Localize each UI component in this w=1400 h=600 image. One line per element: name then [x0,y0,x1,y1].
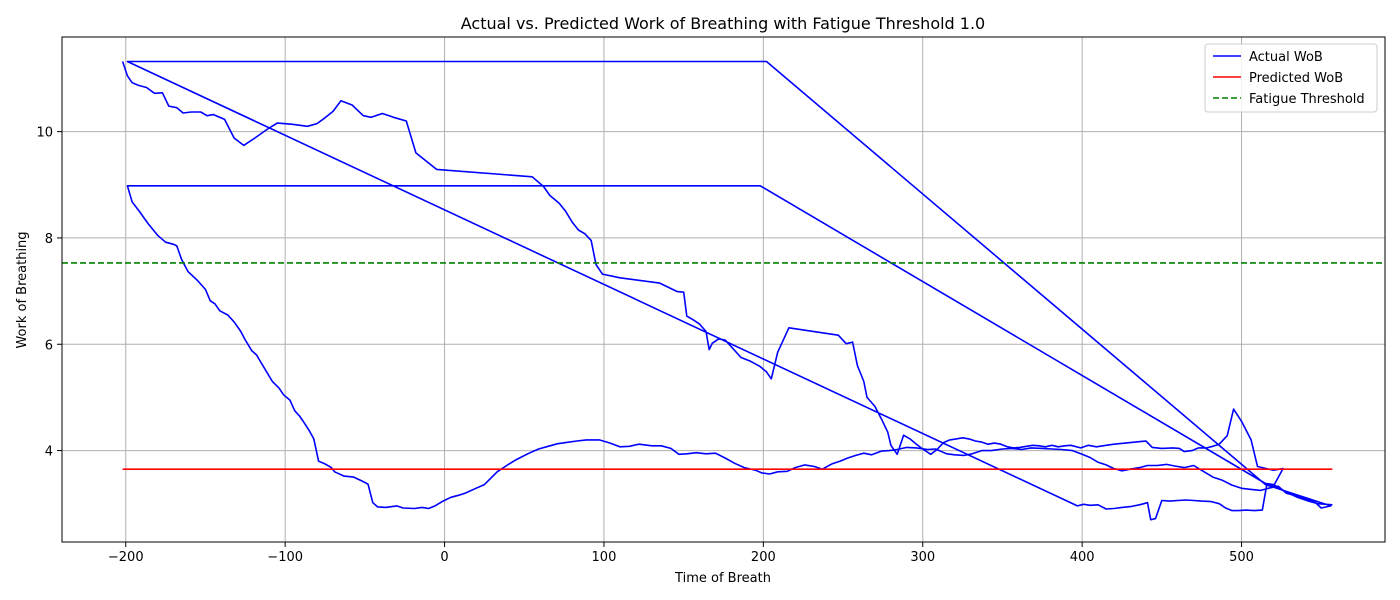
x-tick-label: −200 [108,550,144,565]
x-tick-label: 500 [1229,550,1254,565]
x-tick-label: 100 [592,550,617,565]
grid-lines [62,37,1385,542]
chart-title: Actual vs. Predicted Work of Breathing w… [461,14,985,33]
legend-label: Actual WoB [1249,50,1323,65]
y-tick-label: 4 [45,445,53,460]
plot-area [62,60,1385,521]
x-tick-label: 0 [440,550,448,565]
series-actual-wob [121,60,1333,521]
x-tick-label: 300 [910,550,935,565]
y-tick-label: 6 [45,338,53,353]
plot-frame [61,36,1386,543]
legend-label: Predicted WoB [1249,71,1343,86]
y-axis-title: Work of Breathing [15,231,30,348]
y-axis: 4 6 8 10 [36,126,62,460]
x-tick-label: −100 [267,550,303,565]
x-tick-label: 400 [1070,550,1095,565]
x-axis-title: Time of Breath [674,571,771,586]
legend-label: Fatigue Threshold [1249,92,1365,107]
legend: Actual WoB Predicted WoB Fatigue Threshold [1204,43,1378,113]
x-tick-label: 200 [751,550,776,565]
y-tick-label: 10 [36,126,53,141]
legend-box [1204,43,1378,113]
x-axis: −200 −100 0 100 200 300 400 500 [108,542,1254,565]
y-tick-label: 8 [45,232,53,247]
